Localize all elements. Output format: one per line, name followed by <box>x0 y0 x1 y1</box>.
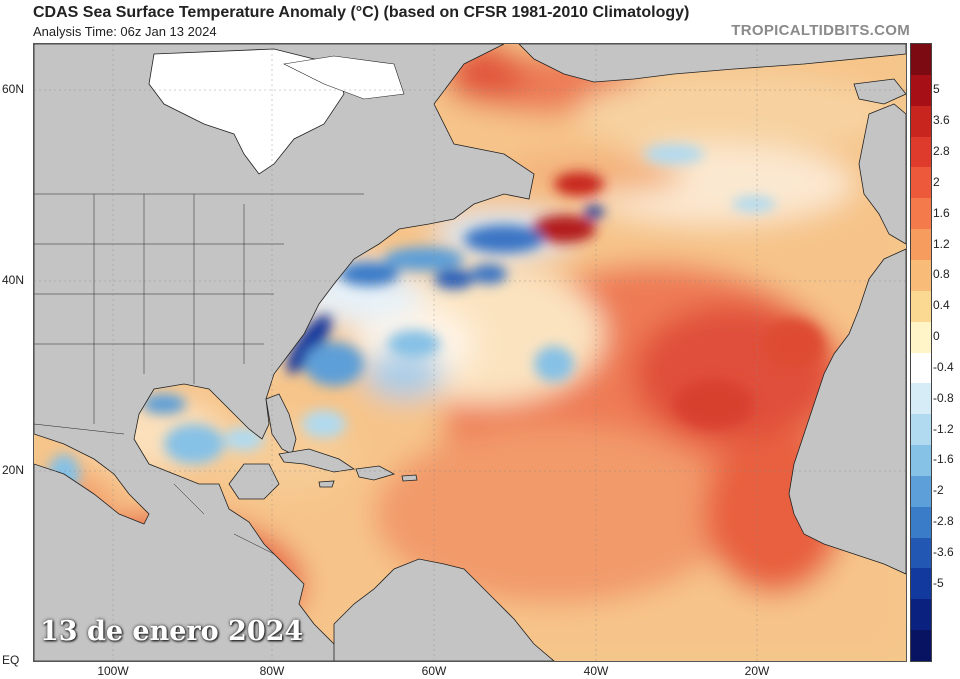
colorbar-segment <box>911 445 931 477</box>
colorbar-tick-label: -2.8 <box>933 514 954 529</box>
analysis-time: Analysis Time: 06z Jan 13 2024 <box>33 24 217 39</box>
sst-anomaly-map <box>33 43 907 662</box>
colorbar-segment <box>911 383 931 415</box>
colorbar-segment <box>911 321 931 353</box>
land <box>34 44 906 661</box>
political-borders <box>34 193 364 555</box>
colorbar-tick-label: 2 <box>933 174 940 189</box>
colorbar-tick-label: 1.2 <box>933 236 950 251</box>
colorbar-segment <box>911 352 931 384</box>
colorbar-tick-label: -2 <box>933 483 944 498</box>
map-canvas <box>34 44 906 661</box>
colorbar-tick-label: -1.6 <box>933 452 954 467</box>
foxe-basin <box>283 55 405 100</box>
colorbar-segment <box>911 105 931 137</box>
lon-label-60w: 60W <box>421 664 447 678</box>
colorbar-tick-label: -5 <box>933 575 944 590</box>
colorbar-segment <box>911 568 931 600</box>
colorbar-tick-label: 3.6 <box>933 113 950 128</box>
colorbar-tick-label: 0.4 <box>933 298 950 313</box>
colorbar-tick-label: 2.8 <box>933 143 950 158</box>
graticule <box>34 44 906 661</box>
lat-label-60n: 60N <box>2 82 25 96</box>
lat-label-20n: 20N <box>2 463 25 477</box>
lon-label-80w: 80W <box>259 664 285 678</box>
colorbar-segment <box>911 537 931 569</box>
colorbar-segment <box>911 229 931 261</box>
lat-label-eq: EQ <box>2 653 20 667</box>
colorbar-segment <box>911 630 931 662</box>
colorbar-segment <box>911 198 931 230</box>
lat-label-40n: 40N <box>2 273 25 287</box>
colorbar-segment <box>911 506 931 538</box>
lon-label-40w: 40W <box>583 664 609 678</box>
lon-label-100w: 100W <box>97 664 129 678</box>
colorbar <box>910 43 932 662</box>
colorbar-segment <box>911 414 931 446</box>
colorbar-segment <box>911 259 931 291</box>
map-title: CDAS Sea Surface Temperature Anomaly (°C… <box>33 4 690 21</box>
colorbar-tick-label: -0.4 <box>933 359 954 374</box>
lon-label-20w: 20W <box>744 664 770 678</box>
colorbar-segment <box>911 136 931 168</box>
colorbar-segment <box>911 167 931 199</box>
colorbar-segment <box>911 599 931 631</box>
colorbar-segment <box>911 475 931 507</box>
colorbar-segment <box>911 290 931 322</box>
colorbar-segment <box>911 74 931 106</box>
colorbar-tick-label: -3.6 <box>933 545 954 560</box>
colorbar-tick-label: 0 <box>933 329 940 344</box>
date-overlay: 13 de enero 2024 <box>40 616 304 647</box>
site-credit: TROPICALTIDBITS.COM <box>731 22 910 39</box>
colorbar-tick-label: 0.8 <box>933 267 950 282</box>
colorbar-tick-label: -1.2 <box>933 421 954 436</box>
colorbar-tick-label: 1.6 <box>933 205 950 220</box>
colorbar-tick-label: 5 <box>933 82 940 97</box>
colorbar-tick-label: -0.8 <box>933 390 954 405</box>
colorbar-segment <box>911 44 931 75</box>
